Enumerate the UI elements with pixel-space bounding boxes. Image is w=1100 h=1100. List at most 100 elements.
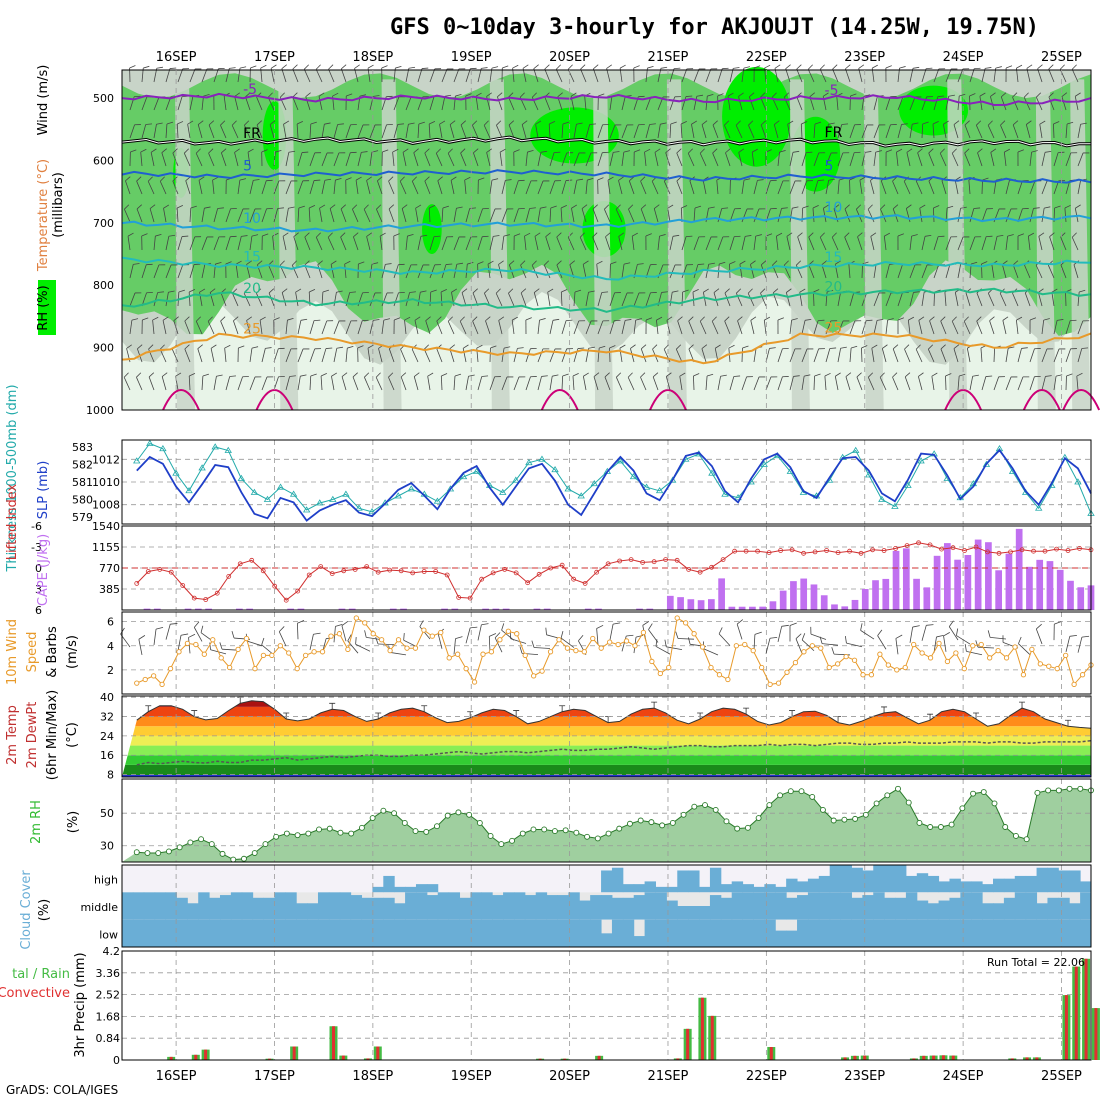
lifted-index-point [1008,549,1013,555]
upper-wind-barb [297,152,303,167]
cape-bar [749,606,756,610]
upper-wind-barb [442,205,450,209]
thickness-point [394,492,402,499]
cloud-cell-low [524,919,537,947]
upper-wind-barb [645,292,651,307]
cloud-cell-middle [1014,892,1027,920]
upper-wind-barb [319,204,326,209]
upper-wind-barb [808,264,815,279]
upper-wind-barb [635,318,642,321]
cloud-cell-high [601,870,613,893]
upper-wind-barb [942,124,947,139]
upper-wind-barb [801,320,806,335]
upper-wind-barb [123,377,131,391]
upper-wind-barb [1071,64,1077,70]
upper-wind-barb [937,95,945,97]
precip-tick: 3.36 [96,967,121,980]
rh-point [273,833,280,840]
upper-wind-barb [753,348,757,363]
upper-wind-barb [208,124,215,139]
upper-wind-barb [531,92,537,98]
upper-wind-barb [696,94,704,97]
precip-convective-bar [686,1028,690,1060]
upper-wind-barb [173,320,179,335]
surface-wind-barb [341,621,348,627]
upper-wind-barb [1076,372,1083,377]
surface-wind-barb [736,623,743,640]
date-label-top: 19SEP [451,50,492,65]
upper-wind-barb [297,180,304,195]
upper-wind-barb [340,232,346,238]
rh-point [616,825,623,832]
surface-wind-barb [333,626,336,643]
isotherm-20 [121,287,1092,313]
cape-bar [759,606,767,610]
upper-wind-barb [693,373,700,377]
upper-wind-barb [939,148,945,154]
wind-speed-point [733,643,739,649]
upper-wind-barb [129,320,133,335]
isotherm-5 [121,169,1092,184]
upper-wind-barb [944,292,947,307]
upper-wind-barb [291,265,299,279]
upper-wind-barb [754,65,761,69]
upper-wind-barb [1074,96,1079,111]
cape-bar [646,608,654,610]
upper-wind-barb [363,204,369,210]
li-tick: 3 [35,583,42,596]
surface-wind-barb [987,630,991,638]
upper-wind-barb [243,288,249,294]
cloud-cell-low [230,919,243,947]
upper-wind-barb [849,152,855,167]
lifted-index-point [674,557,680,563]
cape-bar [441,608,448,610]
upper-wind-barb [885,96,891,111]
wind-speed-point [598,645,604,651]
upper-wind-barb [835,372,841,377]
upper-wind-barb [213,236,220,251]
upper-wind-barb [485,316,491,322]
upper-wind-barb [216,374,223,377]
surface-wind-barb [477,624,482,641]
upper-wind-barb [285,208,289,223]
upper-wind-barb [573,180,578,195]
upper-wind-barb [735,125,743,139]
upper-wind-barb [1065,124,1068,139]
cloud-cell-middle [938,900,950,920]
upper-wind-barb [177,96,183,111]
rh-point [777,792,784,799]
upper-wind-barb [859,176,866,181]
upper-wind-barb [325,347,333,349]
cloud-cell-low [601,933,613,947]
upper-wind-barb [437,176,443,181]
cloud-cell-middle [459,897,471,920]
upper-wind-barb [249,376,256,391]
upper-wind-barb [976,292,983,307]
upper-wind-barb [212,180,215,195]
upper-wind-barb [906,204,912,209]
upper-wind-barb [268,292,275,307]
cloud-cell-low [535,919,548,947]
cloud-cell-middle [481,892,493,920]
upper-wind-barb [129,264,134,279]
cloud-cell-middle [165,892,177,920]
upper-wind-barb [478,177,485,181]
upper-wind-barb [502,65,509,69]
upper-wind-barb [990,92,996,97]
upper-wind-barb [1001,264,1007,279]
upper-wind-barb [201,376,204,391]
upper-wind-barb [953,120,960,125]
upper-wind-barb [666,372,672,377]
upper-wind-barb [195,316,201,322]
upper-wind-barb [688,344,694,350]
upper-wind-barb [828,122,835,125]
thickness-point [172,469,180,476]
upper-wind-barb [269,120,276,125]
upper-wind-barb [609,320,615,335]
upper-wind-barb [921,123,924,139]
slp-tick: 1008 [92,499,120,512]
upper-wind-barb [772,260,778,266]
cloud-cell-low [927,919,940,947]
cape-bar [985,542,992,610]
thickness-point [329,495,337,502]
